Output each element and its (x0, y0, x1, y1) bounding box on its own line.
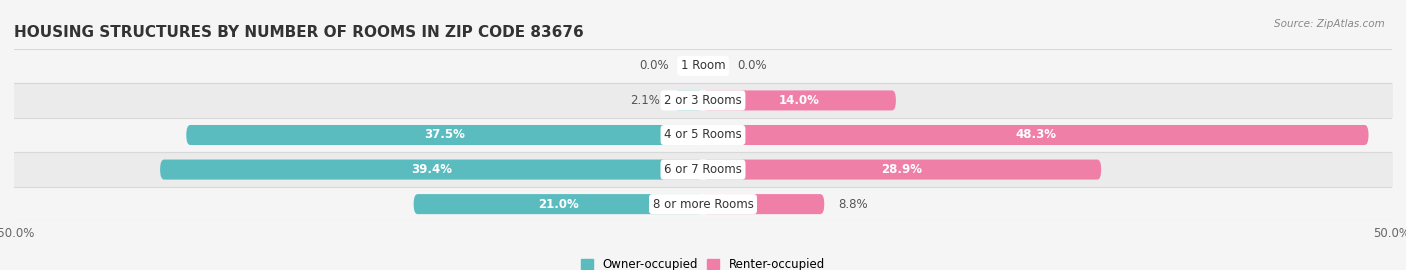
Text: 37.5%: 37.5% (425, 129, 465, 141)
Legend: Owner-occupied, Renter-occupied: Owner-occupied, Renter-occupied (576, 254, 830, 270)
Text: 0.0%: 0.0% (638, 59, 669, 72)
FancyBboxPatch shape (703, 125, 1368, 145)
Text: 4 or 5 Rooms: 4 or 5 Rooms (664, 129, 742, 141)
Text: 6 or 7 Rooms: 6 or 7 Rooms (664, 163, 742, 176)
Text: 2 or 3 Rooms: 2 or 3 Rooms (664, 94, 742, 107)
Text: 0.0%: 0.0% (738, 59, 768, 72)
Text: 1 Room: 1 Room (681, 59, 725, 72)
Text: 8 or more Rooms: 8 or more Rooms (652, 198, 754, 211)
Text: 14.0%: 14.0% (779, 94, 820, 107)
FancyBboxPatch shape (673, 90, 703, 110)
Text: 28.9%: 28.9% (882, 163, 922, 176)
Text: Source: ZipAtlas.com: Source: ZipAtlas.com (1274, 19, 1385, 29)
FancyBboxPatch shape (160, 160, 703, 180)
Text: 39.4%: 39.4% (411, 163, 453, 176)
FancyBboxPatch shape (703, 90, 896, 110)
FancyBboxPatch shape (413, 194, 703, 214)
FancyBboxPatch shape (703, 160, 1101, 180)
FancyBboxPatch shape (703, 194, 824, 214)
FancyBboxPatch shape (186, 125, 703, 145)
Text: 21.0%: 21.0% (538, 198, 579, 211)
Text: 48.3%: 48.3% (1015, 129, 1056, 141)
Text: 2.1%: 2.1% (630, 94, 661, 107)
Text: 8.8%: 8.8% (838, 198, 868, 211)
Text: HOUSING STRUCTURES BY NUMBER OF ROOMS IN ZIP CODE 83676: HOUSING STRUCTURES BY NUMBER OF ROOMS IN… (14, 25, 583, 40)
